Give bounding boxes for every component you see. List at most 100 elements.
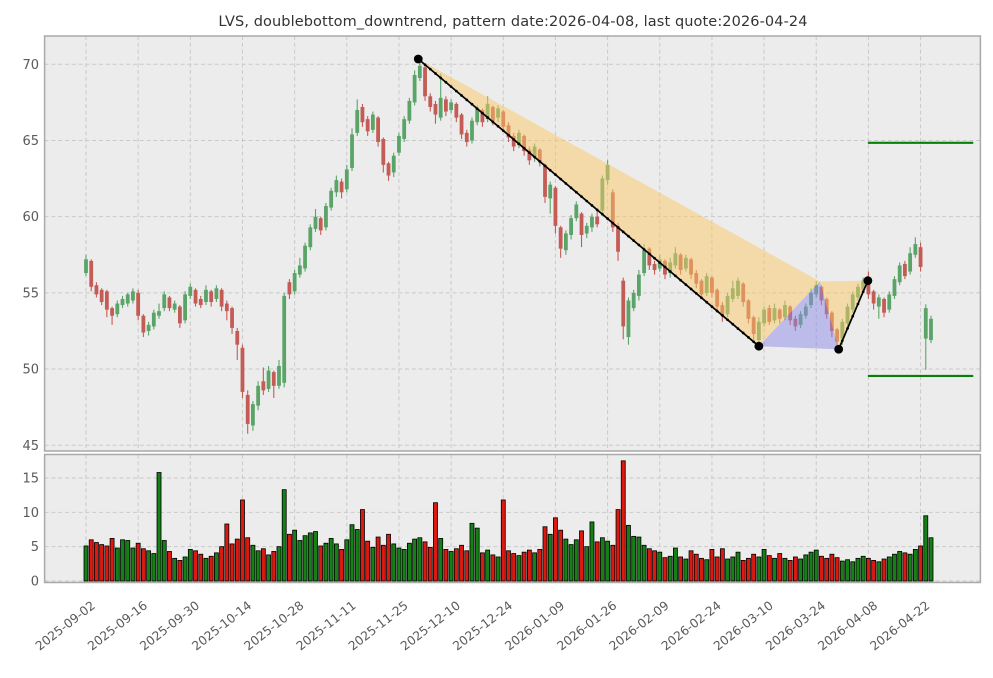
candle bbox=[104, 291, 109, 310]
volume-bar bbox=[193, 550, 198, 582]
candle bbox=[251, 404, 255, 426]
volume-bar bbox=[761, 549, 767, 582]
candle bbox=[913, 244, 918, 255]
candle bbox=[89, 260, 94, 287]
candle bbox=[240, 347, 245, 392]
volume-bar bbox=[792, 556, 798, 582]
candle bbox=[167, 297, 172, 309]
volume-bar bbox=[839, 560, 845, 582]
volume-bar bbox=[928, 537, 934, 582]
candle bbox=[157, 311, 161, 316]
candle bbox=[329, 190, 334, 208]
candle bbox=[214, 288, 219, 299]
candle bbox=[245, 394, 250, 424]
volume-bar bbox=[229, 543, 235, 582]
support-resistance-lines bbox=[867, 141, 974, 377]
volume-bar bbox=[151, 553, 157, 582]
volume-bar bbox=[433, 502, 438, 582]
candle bbox=[887, 294, 892, 310]
volume-bar bbox=[881, 558, 887, 582]
candle bbox=[444, 99, 448, 112]
candle bbox=[402, 119, 407, 139]
volume-bar bbox=[167, 551, 172, 582]
volume-bar bbox=[610, 544, 616, 582]
volume-bar bbox=[688, 550, 694, 582]
volume-bar bbox=[662, 557, 668, 582]
volume-bar bbox=[125, 540, 131, 582]
volume-bar bbox=[766, 555, 772, 582]
volume-bar bbox=[683, 558, 689, 582]
volume-bar bbox=[156, 472, 162, 582]
volume-bar bbox=[892, 553, 897, 582]
candle bbox=[224, 303, 229, 312]
volume-bar bbox=[918, 545, 923, 582]
candle bbox=[131, 291, 135, 301]
panel-spines bbox=[43, 35, 982, 584]
candle bbox=[871, 291, 876, 304]
candle bbox=[449, 102, 454, 111]
candle bbox=[929, 318, 933, 341]
volume-bar bbox=[573, 539, 579, 582]
candle bbox=[350, 134, 354, 168]
candle bbox=[151, 312, 156, 327]
candle bbox=[376, 117, 380, 143]
volume-bar bbox=[589, 521, 595, 582]
candle bbox=[94, 285, 99, 295]
volume-bar bbox=[594, 541, 600, 582]
candle bbox=[266, 370, 271, 389]
volume-bar bbox=[667, 555, 673, 582]
volume-bar bbox=[271, 551, 277, 582]
candle bbox=[553, 187, 558, 226]
candle bbox=[386, 163, 391, 176]
volume-bar bbox=[876, 561, 882, 582]
volume-bar bbox=[850, 561, 856, 582]
candle bbox=[543, 164, 547, 197]
volume-bar bbox=[782, 557, 788, 582]
volume-bar bbox=[401, 549, 407, 582]
volume-bar bbox=[511, 553, 517, 582]
candle bbox=[903, 263, 907, 277]
volume-bar bbox=[516, 555, 522, 582]
svg-text:55: 55 bbox=[22, 286, 39, 301]
volume-bar bbox=[94, 542, 99, 582]
candle bbox=[579, 213, 584, 235]
volume-bar bbox=[146, 550, 151, 582]
candle bbox=[146, 324, 151, 331]
candle bbox=[892, 279, 897, 296]
candle bbox=[475, 108, 480, 123]
volume-bar bbox=[709, 549, 715, 582]
volume-bar bbox=[276, 546, 282, 582]
volume-bar bbox=[620, 460, 626, 582]
volume-bar bbox=[328, 538, 334, 582]
candle bbox=[574, 204, 579, 219]
volume-bar bbox=[860, 555, 866, 582]
candle bbox=[511, 135, 516, 147]
volume-bar bbox=[250, 544, 256, 582]
candle bbox=[303, 245, 307, 269]
price-panel bbox=[44, 36, 981, 451]
volume-bar bbox=[626, 524, 631, 582]
volume-bar bbox=[208, 555, 214, 582]
candle bbox=[256, 385, 261, 406]
volume-axis-labels: 0 5 10 15 bbox=[22, 472, 39, 590]
candle bbox=[125, 294, 130, 304]
candle bbox=[897, 265, 902, 283]
candle bbox=[334, 180, 339, 193]
candle bbox=[454, 103, 459, 118]
volume-bar bbox=[83, 545, 89, 582]
volume-bar bbox=[344, 539, 350, 582]
volume-bar bbox=[490, 554, 496, 582]
candle bbox=[271, 372, 276, 386]
candle bbox=[584, 225, 589, 234]
candle bbox=[923, 308, 928, 339]
candle bbox=[652, 263, 657, 271]
candle bbox=[459, 114, 464, 135]
volume-bar bbox=[292, 529, 298, 582]
candle bbox=[626, 300, 631, 338]
volume-bar bbox=[866, 557, 871, 582]
volume-bar bbox=[88, 539, 94, 582]
volume-bar bbox=[438, 538, 444, 582]
volume-bar bbox=[871, 560, 877, 582]
volume-bar bbox=[448, 551, 454, 582]
